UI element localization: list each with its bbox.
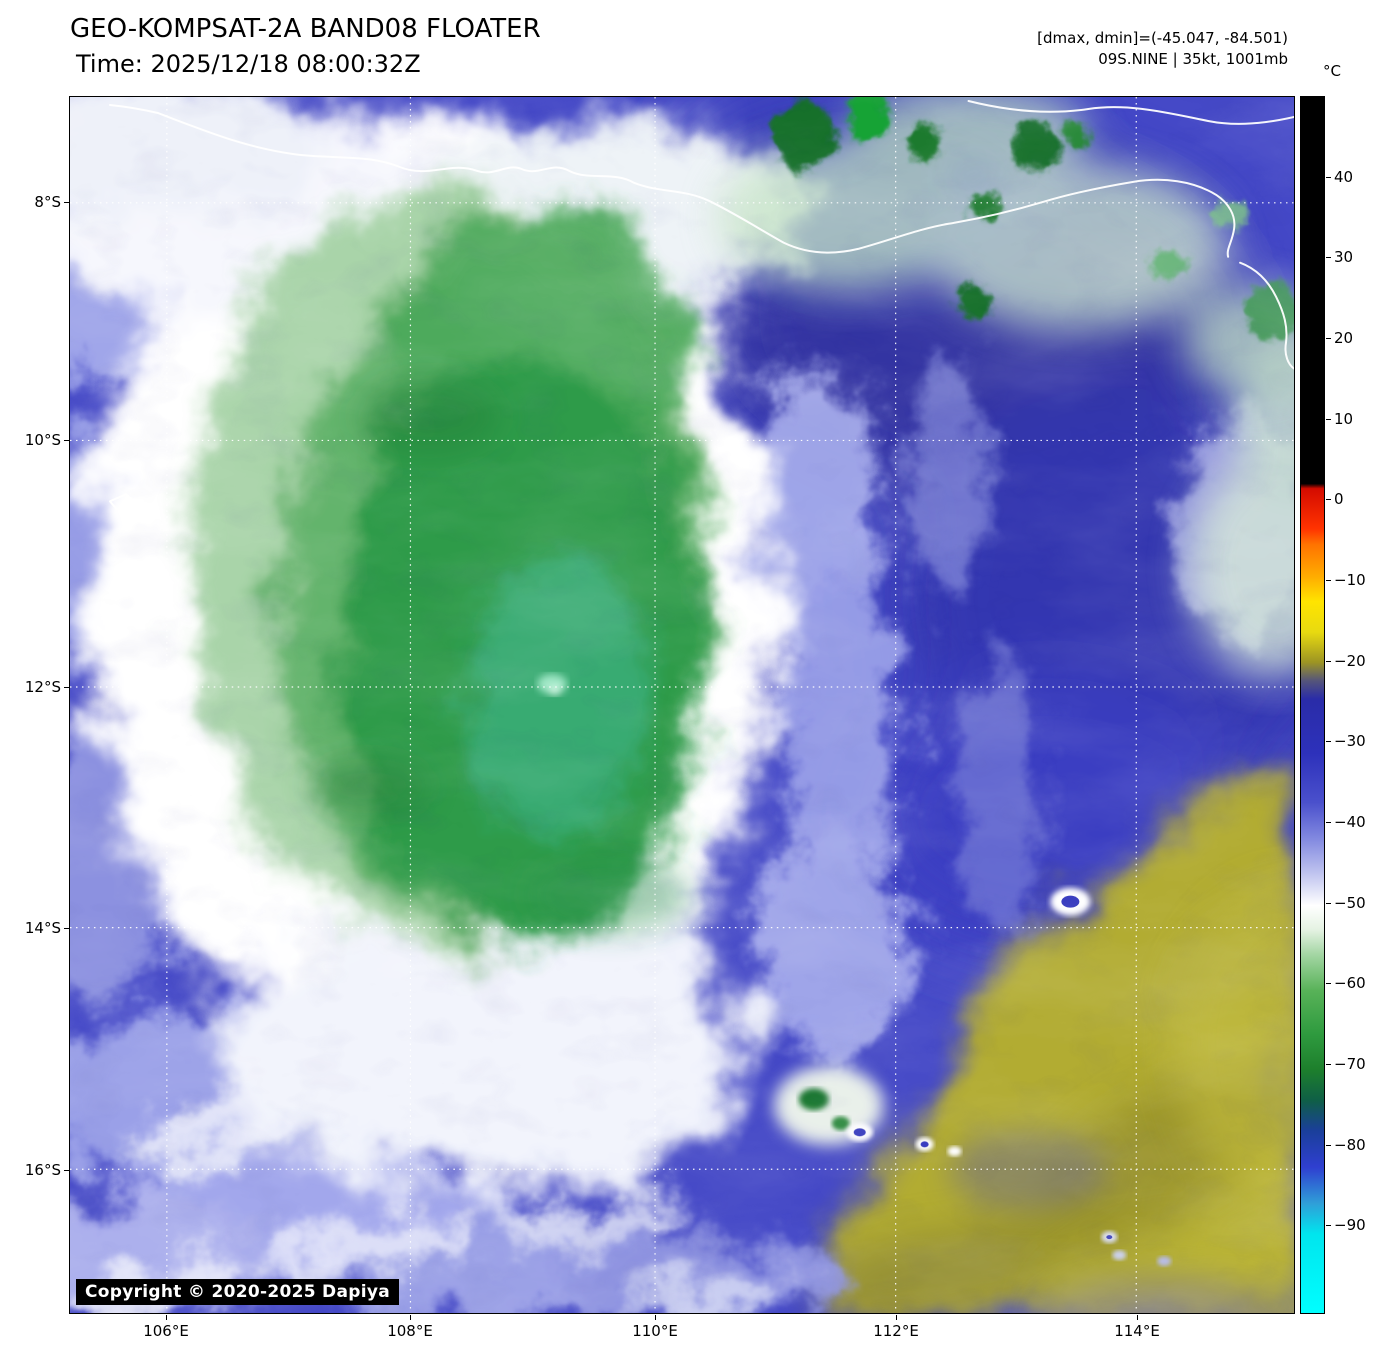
- lat-label: 12°S: [24, 678, 61, 696]
- copyright-badge: Copyright © 2020-2025 Dapiya: [76, 1279, 399, 1305]
- axis-tick: [64, 1170, 69, 1171]
- axis-tick: [166, 1315, 167, 1320]
- grid-overlay: [70, 97, 1294, 1313]
- colorbar-tick-label: −20: [1334, 652, 1366, 670]
- colorbar-tick-label: −90: [1334, 1216, 1366, 1234]
- colorbar-tick-label: −80: [1334, 1136, 1366, 1154]
- axis-tick: [64, 687, 69, 688]
- colorbar-tick-label: −40: [1334, 813, 1366, 831]
- colorbar-tick: [1326, 580, 1331, 581]
- coastline-java: [108, 99, 1294, 511]
- storm-info-readout: 09S.NINE | 35kt, 1001mb: [1098, 50, 1288, 68]
- lon-label: 112°E: [873, 1322, 919, 1340]
- lat-label: 10°S: [24, 431, 61, 449]
- colorbar-tick: [1326, 1064, 1331, 1065]
- colorbar-tick-label: −60: [1334, 974, 1366, 992]
- lon-label: 108°E: [387, 1322, 433, 1340]
- colorbar-tick: [1326, 1225, 1331, 1226]
- axis-tick: [64, 928, 69, 929]
- colorbar-tick: [1326, 1145, 1331, 1146]
- latitude-axis: 8°S 10°S 12°S 14°S 16°S: [0, 0, 63, 1359]
- axis-tick: [64, 202, 69, 203]
- colorbar-tick: [1326, 177, 1331, 178]
- colorbar-tick-label: −70: [1334, 1055, 1366, 1073]
- satellite-image: [70, 97, 1294, 1313]
- header-right-info: [dmax, dmin]=(-45.047, -84.501) 09S.NINE…: [1037, 28, 1288, 70]
- small-island-outline: [108, 493, 135, 511]
- colorbar: [1300, 96, 1325, 1314]
- lat-label: 14°S: [24, 919, 61, 937]
- colorbar-tick-label: 30: [1334, 248, 1354, 266]
- cloud-texture-dark: [70, 97, 1294, 1313]
- colorbar-tick: [1326, 257, 1331, 258]
- colorbar-tick-label: 10: [1334, 410, 1354, 428]
- colorbar-tick-label: 40: [1334, 168, 1354, 186]
- colorbar-tick: [1326, 822, 1331, 823]
- colorbar-tick-label: −10: [1334, 571, 1366, 589]
- axis-tick: [64, 440, 69, 441]
- axis-tick: [1137, 1315, 1138, 1320]
- colorbar-tick: [1326, 903, 1331, 904]
- lon-label: 114°E: [1114, 1322, 1160, 1340]
- lon-label: 110°E: [632, 1322, 678, 1340]
- axis-tick: [655, 1315, 656, 1320]
- colorbar-tick: [1326, 661, 1331, 662]
- colorbar-tick-label: −30: [1334, 732, 1366, 750]
- timestamp: Time: 2025/12/18 08:00:32Z: [76, 50, 421, 78]
- colorbar-tick: [1326, 338, 1331, 339]
- colorbar-tick-label: −50: [1334, 894, 1366, 912]
- lat-label: 16°S: [24, 1161, 61, 1179]
- colorbar-tick: [1326, 419, 1331, 420]
- axis-tick: [896, 1315, 897, 1320]
- colorbar-tick-label: 20: [1334, 329, 1354, 347]
- satellite-map: Copyright © 2020-2025 Dapiya: [69, 96, 1295, 1314]
- dmax-dmin-readout: [dmax, dmin]=(-45.047, -84.501): [1037, 29, 1288, 47]
- colorbar-tick: [1326, 983, 1331, 984]
- lon-label: 106°E: [143, 1322, 189, 1340]
- colorbar-tick: [1326, 741, 1331, 742]
- axis-tick: [410, 1315, 411, 1320]
- lat-label: 8°S: [34, 193, 61, 211]
- colorbar-tick-label: 0: [1334, 490, 1344, 508]
- colorbar-unit-label: °C: [1323, 62, 1341, 80]
- page-title: GEO-KOMPSAT-2A BAND08 FLOATER: [70, 14, 541, 44]
- colorbar-tick: [1326, 499, 1331, 500]
